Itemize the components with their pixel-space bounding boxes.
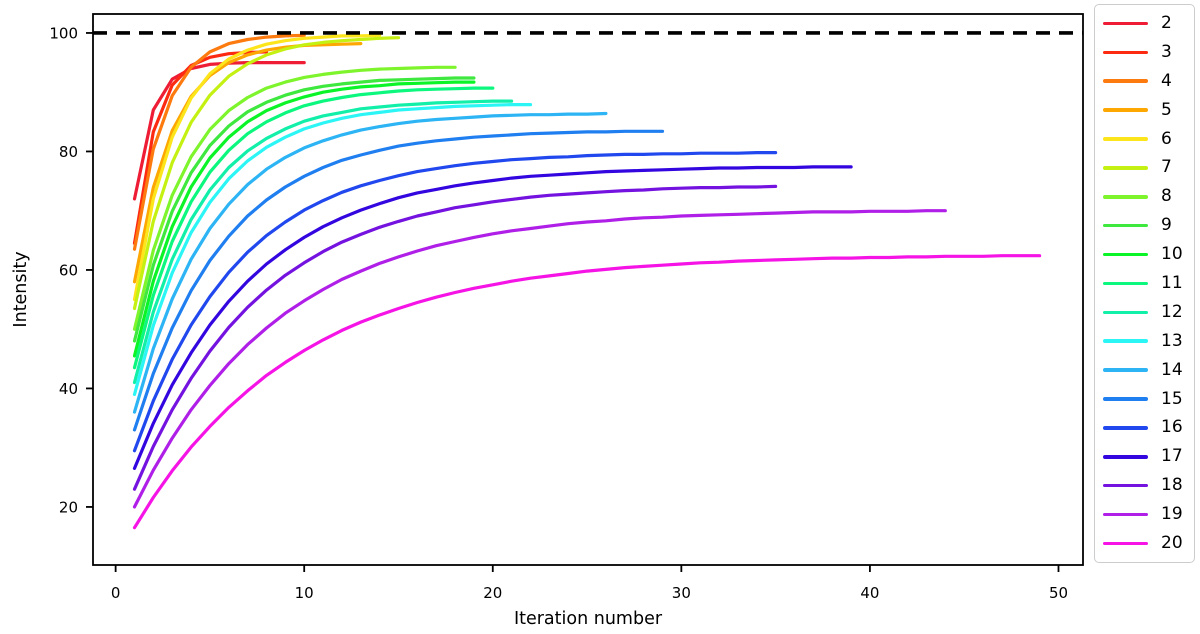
legend-label-9: 9 <box>1161 215 1172 236</box>
legend-item-11: 11 <box>1095 269 1194 297</box>
legend-swatch-6 <box>1103 137 1148 141</box>
x-tick-label: 30 <box>672 584 691 602</box>
series-line-7 <box>132 36 401 311</box>
legend-item-4: 4 <box>1095 67 1194 95</box>
series-lines <box>132 33 1042 530</box>
x-tick-label: 50 <box>1049 584 1068 602</box>
legend-swatch-18 <box>1103 483 1148 488</box>
legend-item-5: 5 <box>1095 96 1194 124</box>
legend-label-19: 19 <box>1161 504 1183 525</box>
legend-swatch-14 <box>1103 368 1148 372</box>
legend-swatch-20 <box>1103 541 1148 546</box>
legend-label-7: 7 <box>1161 157 1172 178</box>
legend-item-18: 18 <box>1095 472 1194 500</box>
legend-label-20: 20 <box>1161 532 1183 553</box>
series-line-14 <box>132 111 608 414</box>
legend-label-10: 10 <box>1161 244 1183 265</box>
legend-swatch-16 <box>1103 426 1148 430</box>
legend-label-14: 14 <box>1161 359 1183 380</box>
series-line-10 <box>132 80 476 358</box>
series-line-13 <box>132 102 533 396</box>
plot-border <box>92 13 1084 566</box>
legend-swatch-3 <box>1103 50 1148 55</box>
legend-item-16: 16 <box>1095 414 1194 442</box>
legend-item-15: 15 <box>1095 385 1194 413</box>
series-line-11 <box>132 86 495 370</box>
y-tick-label: 40 <box>59 380 78 398</box>
legend-item-3: 3 <box>1095 38 1194 66</box>
series-line-15 <box>132 129 665 432</box>
series-line-20 <box>132 254 1042 530</box>
legend-label-16: 16 <box>1161 417 1183 438</box>
series-line-12 <box>132 99 514 385</box>
series-line-6 <box>132 33 382 302</box>
series-line-2 <box>132 60 306 201</box>
x-tick-label: 20 <box>483 584 502 602</box>
legend-item-13: 13 <box>1095 327 1194 355</box>
legend-label-13: 13 <box>1161 330 1183 351</box>
series-line-18 <box>132 184 778 491</box>
legend-swatch-4 <box>1103 79 1148 84</box>
legend-label-8: 8 <box>1161 186 1172 207</box>
series-line-5 <box>132 41 363 284</box>
legend-item-10: 10 <box>1095 241 1194 269</box>
legend: 2 3 4 5 6 7 8 9 10 11 12 13 14 15 16 17 18 19 20 <box>1094 4 1195 563</box>
legend-item-14: 14 <box>1095 356 1194 384</box>
legend-swatch-2 <box>1103 21 1148 26</box>
legend-swatch-19 <box>1103 512 1148 517</box>
legend-label-12: 12 <box>1161 301 1183 322</box>
legend-item-9: 9 <box>1095 212 1194 240</box>
legend-label-15: 15 <box>1161 388 1183 409</box>
legend-item-17: 17 <box>1095 443 1194 471</box>
series-line-8 <box>132 65 457 331</box>
legend-item-6: 6 <box>1095 125 1194 153</box>
series-line-16 <box>132 151 778 453</box>
legend-label-17: 17 <box>1161 446 1183 467</box>
legend-swatch-10 <box>1103 252 1148 257</box>
x-axis-ticks: 0 10 20 30 40 50 <box>111 565 1068 602</box>
y-tick-label: 20 <box>59 498 78 516</box>
legend-label-18: 18 <box>1161 475 1183 496</box>
x-tick-label: 40 <box>860 584 879 602</box>
y-axis-ticks: 20 40 60 80 100 <box>49 24 93 516</box>
legend-swatch-13 <box>1103 339 1148 344</box>
legend-label-2: 2 <box>1161 12 1172 33</box>
legend-swatch-15 <box>1103 397 1148 401</box>
legend-label-3: 3 <box>1161 41 1172 62</box>
legend-swatch-5 <box>1103 108 1148 112</box>
legend-label-5: 5 <box>1161 99 1172 120</box>
x-tick-label: 10 <box>295 584 314 602</box>
legend-label-6: 6 <box>1161 128 1172 149</box>
series-line-17 <box>132 165 853 470</box>
y-tick-label: 80 <box>59 143 78 161</box>
y-tick-label: 60 <box>59 261 78 279</box>
x-tick-label: 0 <box>111 584 121 602</box>
legend-swatch-8 <box>1103 194 1148 199</box>
legend-item-8: 8 <box>1095 183 1194 211</box>
series-line-9 <box>132 76 476 343</box>
y-axis-label: Intensity <box>11 251 31 327</box>
legend-label-11: 11 <box>1161 272 1183 293</box>
series-line-4 <box>132 33 306 251</box>
legend-swatch-17 <box>1103 455 1148 459</box>
legend-item-7: 7 <box>1095 154 1194 182</box>
series-line-19 <box>132 209 947 509</box>
x-axis-label: Iteration number <box>514 609 663 629</box>
legend-swatch-11 <box>1103 281 1148 286</box>
legend-item-2: 2 <box>1095 9 1194 37</box>
legend-item-20: 20 <box>1095 529 1194 557</box>
y-tick-label: 100 <box>49 24 78 42</box>
legend-item-12: 12 <box>1095 298 1194 326</box>
legend-label-4: 4 <box>1161 70 1172 91</box>
legend-swatch-7 <box>1103 166 1148 170</box>
legend-swatch-12 <box>1103 310 1148 315</box>
legend-item-19: 19 <box>1095 501 1194 529</box>
legend-swatch-9 <box>1103 223 1148 228</box>
